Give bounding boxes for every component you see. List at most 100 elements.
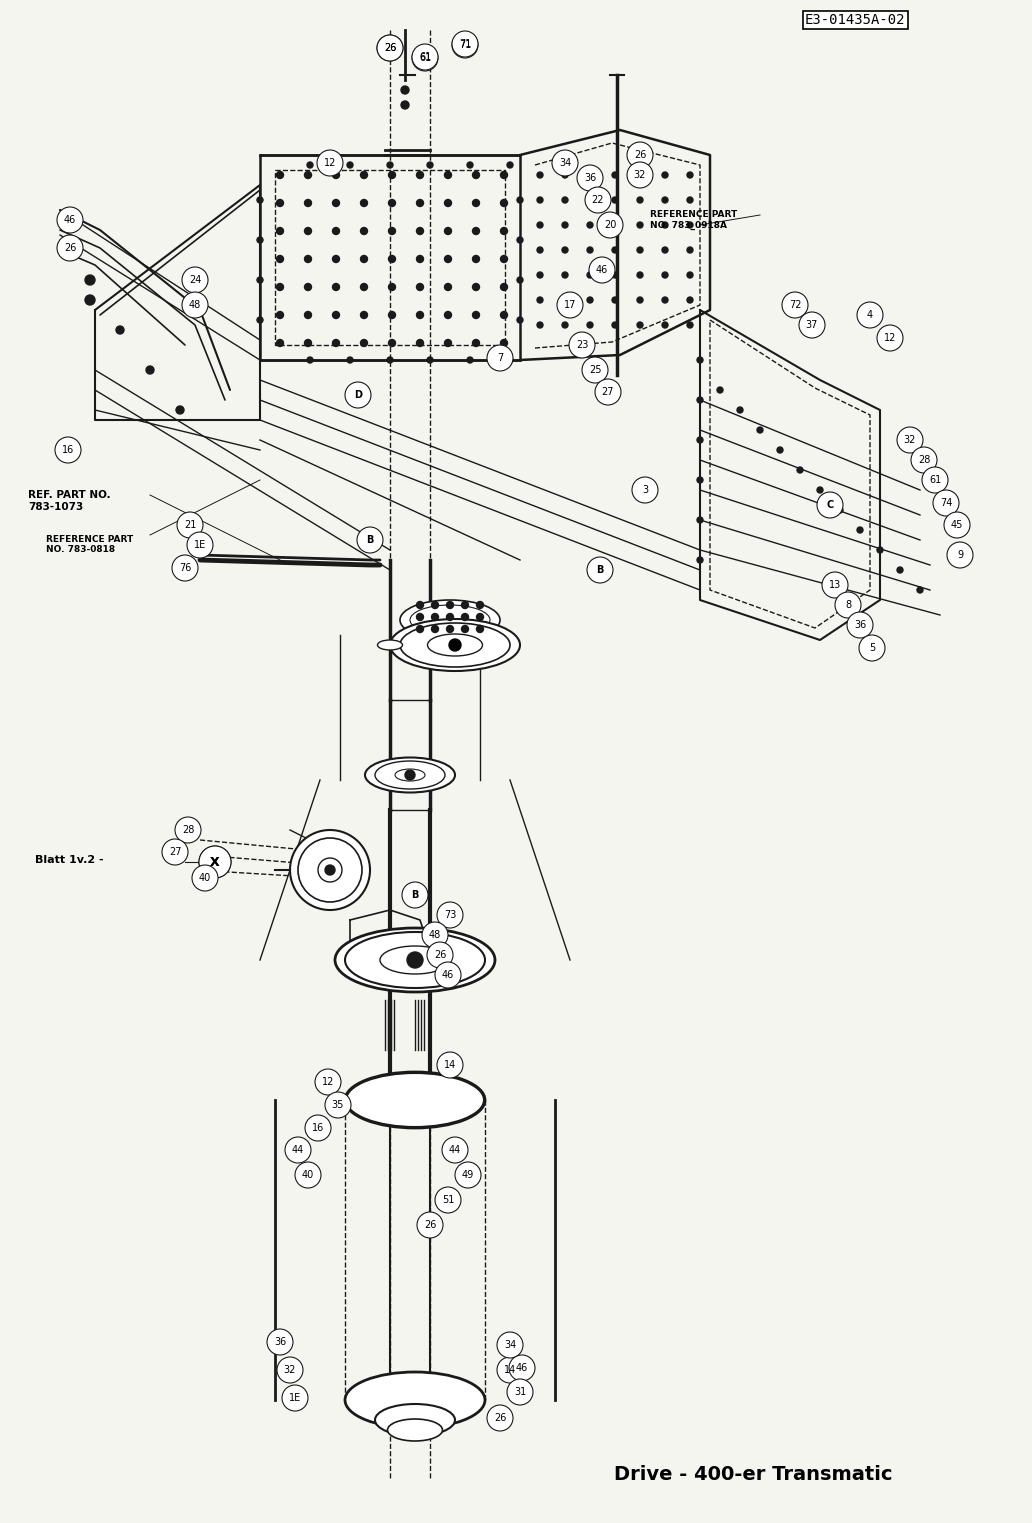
Circle shape [422, 921, 448, 947]
Circle shape [325, 1092, 351, 1118]
Text: 44: 44 [449, 1145, 461, 1154]
Text: X: X [211, 856, 220, 868]
Text: 74: 74 [940, 498, 953, 509]
Circle shape [445, 256, 452, 262]
Circle shape [897, 426, 923, 452]
Circle shape [332, 227, 340, 235]
Circle shape [388, 200, 395, 207]
Circle shape [304, 227, 312, 235]
Circle shape [537, 247, 543, 253]
Text: 71: 71 [459, 40, 472, 49]
Circle shape [436, 1186, 461, 1212]
Circle shape [637, 247, 643, 253]
Circle shape [922, 468, 948, 493]
Circle shape [537, 297, 543, 303]
Circle shape [304, 340, 312, 347]
Text: 27: 27 [169, 847, 182, 857]
Text: 12: 12 [883, 334, 896, 343]
Circle shape [497, 1333, 523, 1359]
Circle shape [431, 626, 439, 632]
Circle shape [797, 468, 803, 474]
Text: B: B [366, 535, 374, 545]
Circle shape [437, 902, 463, 928]
Circle shape [176, 407, 184, 414]
Circle shape [318, 857, 342, 882]
Circle shape [445, 200, 452, 207]
Ellipse shape [378, 640, 402, 650]
Circle shape [304, 200, 312, 207]
Ellipse shape [380, 946, 450, 975]
Circle shape [452, 30, 478, 56]
Circle shape [182, 267, 208, 292]
Circle shape [687, 196, 694, 203]
Circle shape [662, 297, 668, 303]
Circle shape [377, 35, 404, 61]
Circle shape [509, 1355, 535, 1381]
Text: 23: 23 [576, 340, 588, 350]
Circle shape [477, 614, 484, 620]
Circle shape [467, 161, 473, 168]
Circle shape [687, 247, 694, 253]
Circle shape [305, 1115, 331, 1141]
Ellipse shape [345, 932, 485, 988]
Circle shape [799, 312, 825, 338]
Circle shape [501, 172, 508, 178]
Ellipse shape [375, 1404, 455, 1436]
Circle shape [687, 273, 694, 279]
Text: 36: 36 [584, 174, 596, 183]
Circle shape [587, 297, 593, 303]
Circle shape [587, 557, 613, 583]
Circle shape [387, 161, 393, 168]
Circle shape [473, 340, 480, 347]
Circle shape [267, 1330, 293, 1355]
Circle shape [473, 227, 480, 235]
Circle shape [332, 200, 340, 207]
Circle shape [461, 602, 469, 609]
Circle shape [57, 207, 83, 233]
Ellipse shape [400, 600, 499, 640]
Circle shape [632, 477, 658, 503]
Text: 1E: 1E [194, 541, 206, 550]
Circle shape [662, 196, 668, 203]
Ellipse shape [335, 928, 495, 991]
Circle shape [315, 1069, 341, 1095]
Text: 44: 44 [292, 1145, 304, 1154]
Ellipse shape [400, 623, 510, 667]
Circle shape [417, 283, 423, 291]
Text: 26: 26 [384, 43, 396, 53]
Circle shape [507, 1378, 533, 1406]
Circle shape [562, 273, 568, 279]
Text: 28: 28 [917, 455, 930, 465]
Text: 14: 14 [444, 1060, 456, 1071]
Circle shape [637, 273, 643, 279]
Circle shape [777, 446, 783, 452]
Circle shape [345, 382, 370, 408]
Ellipse shape [345, 1372, 485, 1429]
Circle shape [417, 256, 423, 262]
Circle shape [637, 297, 643, 303]
Circle shape [447, 602, 453, 609]
Text: 34: 34 [559, 158, 571, 168]
Circle shape [857, 302, 883, 327]
Circle shape [388, 312, 395, 318]
Circle shape [537, 222, 543, 228]
Circle shape [517, 277, 523, 283]
Text: REFERENCE PART
NO. 783_0918A: REFERENCE PART NO. 783_0918A [650, 210, 737, 230]
Circle shape [332, 256, 340, 262]
Circle shape [662, 172, 668, 178]
Circle shape [947, 542, 973, 568]
Text: 73: 73 [444, 911, 456, 920]
Circle shape [737, 407, 743, 413]
Text: 61: 61 [419, 53, 431, 62]
Circle shape [501, 340, 508, 347]
Ellipse shape [375, 762, 445, 789]
Text: 26: 26 [384, 43, 396, 53]
Circle shape [417, 602, 423, 609]
Circle shape [277, 1357, 303, 1383]
Circle shape [427, 161, 433, 168]
Ellipse shape [345, 1072, 485, 1129]
Circle shape [461, 614, 469, 620]
Text: X: X [211, 856, 220, 868]
Circle shape [585, 187, 611, 213]
Circle shape [662, 321, 668, 327]
